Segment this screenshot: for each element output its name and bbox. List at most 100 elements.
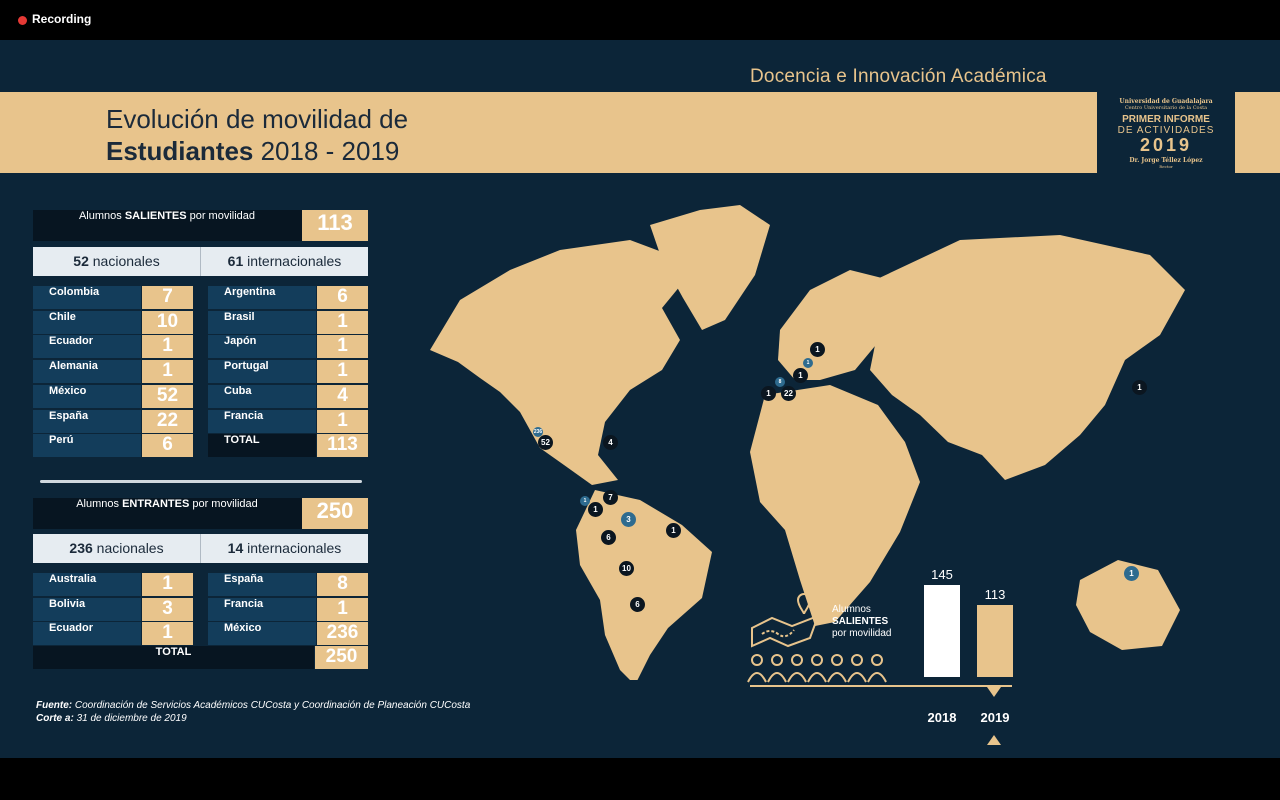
table-row: TOTAL 113: [208, 434, 368, 458]
arrow-up-icon: [987, 735, 1001, 745]
country-name: España: [33, 409, 141, 433]
title-bold: Estudiantes: [106, 136, 254, 166]
entrantes-nacionales: 236 nacionales: [33, 534, 200, 563]
map-marker: 1: [1132, 380, 1147, 395]
table-row: México 236: [208, 622, 368, 646]
country-count: 1: [142, 622, 193, 646]
country-name: Chile: [33, 310, 141, 334]
map-marker: 1: [666, 523, 681, 538]
greenland-shape: [650, 205, 770, 330]
bar-2019: [977, 605, 1013, 677]
table-row: Colombia 7: [33, 286, 193, 309]
internacionales-label: internacionales: [243, 253, 342, 269]
country-count: 22: [142, 409, 193, 433]
country-count: 1: [317, 360, 368, 384]
table-row: España 8: [208, 573, 368, 596]
table-row: México 52: [33, 384, 193, 408]
north-america-shape: [430, 240, 685, 485]
chart-legend: Alumnos SALIENTES por movilidad: [832, 604, 891, 640]
country-name: Argentina: [208, 286, 316, 309]
country-count: 236: [317, 622, 368, 646]
table-row: Bolivia 3: [33, 597, 193, 621]
asia-shape: [870, 235, 1185, 480]
map-marker: 4: [603, 435, 618, 450]
country-name: Portugal: [208, 360, 316, 384]
map-marker: 10: [619, 561, 634, 576]
recording-bar: Recording: [0, 0, 1280, 40]
country-count: 6: [142, 434, 193, 458]
internacionales-num: 61: [227, 253, 244, 269]
header-pre: Alumnos: [78, 210, 125, 222]
table-row: Australia 1: [33, 573, 193, 596]
africa-shape: [750, 385, 920, 626]
legend-line2: SALIENTES: [832, 616, 891, 628]
internacionales-num: 14: [227, 540, 244, 556]
world-map: [430, 205, 1185, 680]
country-name: Cuba: [208, 384, 316, 408]
country-name: Francia: [208, 597, 316, 621]
map-marker: 236: [533, 427, 543, 437]
bar-category-label: 2018: [927, 710, 957, 725]
logo-center: Centro Universitario de la Costa: [1124, 105, 1208, 111]
title-band: [0, 92, 1097, 173]
continents: [430, 205, 1185, 680]
record-icon: [18, 16, 27, 25]
country-name: Colombia: [33, 286, 141, 309]
map-marker: 1: [761, 386, 776, 401]
table-row: Perú 6: [33, 434, 193, 458]
bar-category-label: 2019: [980, 710, 1010, 725]
map-marker: 1: [810, 342, 825, 357]
header-pre: Alumnos: [76, 498, 123, 510]
table-row: Chile 10: [33, 310, 193, 334]
country-name: Brasil: [208, 310, 316, 334]
country-count: 7: [142, 286, 193, 309]
map-marker: 52: [538, 435, 553, 450]
entrantes-total-value: 250: [315, 646, 368, 669]
presentation-slide: Docencia e Innovación Académica Evolució…: [0, 40, 1280, 758]
country-count: 1: [317, 597, 368, 621]
fuente-line: Fuente: Coordinación de Servicios Académ…: [36, 699, 470, 712]
australia-shape: [1076, 560, 1180, 650]
map-route-icon: [751, 593, 820, 648]
country-count: 3: [142, 597, 193, 621]
split-divider: [200, 534, 201, 563]
section-title: Docencia e Innovación Académica: [750, 66, 1047, 87]
header-post: por movilidad: [189, 498, 258, 510]
entrantes-header: Alumnos ENTRANTES por movilidad 250: [33, 498, 368, 529]
title-band-right: [1235, 92, 1280, 173]
table-row: España 22: [33, 409, 193, 433]
logo-year: 2019: [1139, 135, 1193, 155]
table-row: Cuba 4: [208, 384, 368, 408]
logo-rector: Rector: [1159, 164, 1173, 169]
map-marker: 3: [621, 512, 636, 527]
entrantes-total: 250: [302, 498, 368, 529]
page-title-line2: Estudiantes 2018 - 2019: [106, 136, 399, 167]
entrantes-header-label: Alumnos ENTRANTES por movilidad: [33, 498, 301, 529]
logo-activities: DE ACTIVIDADES: [1117, 125, 1215, 136]
arrow-down-icon: [987, 687, 1001, 697]
country-name: México: [33, 384, 141, 408]
entrantes-total-label: TOTAL: [33, 646, 314, 669]
recording-label: Recording: [32, 12, 92, 26]
country-count: 1: [142, 360, 193, 384]
table-row: Brasil 1: [208, 310, 368, 334]
country-name: Alemania: [33, 360, 141, 384]
nacionales-num: 52: [73, 253, 89, 269]
internacionales-label: internacionales: [243, 540, 342, 556]
bar-value-label: 145: [931, 567, 953, 583]
country-name: Ecuador: [33, 622, 141, 646]
legend-line1: Alumnos: [832, 604, 871, 615]
title-years: 2018 - 2019: [253, 136, 400, 166]
nacionales-label: nacionales: [88, 253, 160, 269]
country-count: 8: [317, 573, 368, 596]
header-bold: SALIENTES: [124, 210, 187, 222]
table-row: Ecuador 1: [33, 622, 193, 646]
country-name: España: [208, 573, 316, 596]
salientes-nacionales: 52 nacionales: [33, 247, 200, 276]
map-marker: 1: [588, 502, 603, 517]
logo-university: Universidad de Guadalajara: [1119, 98, 1213, 105]
map-marker: 1: [1124, 566, 1139, 581]
entrantes-total-row: TOTAL 250: [33, 646, 368, 669]
table-row: Ecuador 1: [33, 335, 193, 359]
country-count: 113: [317, 434, 368, 458]
